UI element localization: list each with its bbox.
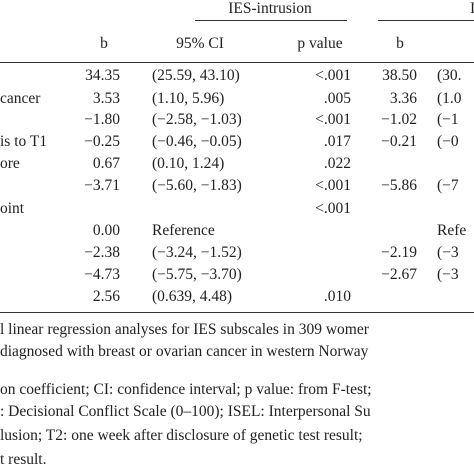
column-header: 95% CI (176, 35, 224, 52)
footnote-line: lusion; T2: one week after disclosure of… (0, 427, 363, 444)
header-rule (0, 62, 474, 63)
cell: −4.73 (84, 266, 120, 283)
footnote-line: l linear regression analyses for IES sub… (0, 321, 369, 338)
group-rule (195, 20, 347, 21)
cell: 0.00 (92, 222, 120, 239)
cell: −2.67 (381, 266, 417, 283)
cell: −3.71 (84, 177, 120, 194)
cell: 3.53 (92, 90, 120, 107)
cell: (−0.46, −0.05) (152, 133, 242, 150)
row-label: oint (0, 200, 25, 217)
cell: (30. (437, 67, 462, 84)
footnote-line: on coefficient; CI: confidence interval;… (0, 381, 372, 398)
cell: .010 (323, 288, 351, 305)
cell: (1.10, 5.96) (152, 90, 225, 107)
cell: 3.36 (389, 90, 417, 107)
cell: (0.10, 1.24) (152, 155, 225, 172)
cell: (−2.58, −1.03) (152, 111, 242, 128)
row-label: ore (0, 155, 20, 172)
group-header: IES (470, 0, 474, 17)
cell: (25.59, 43.10) (152, 67, 240, 84)
cell: 2.56 (92, 288, 120, 305)
cell: 38.50 (382, 67, 417, 84)
cell: .005 (323, 90, 351, 107)
cell: (−3 (437, 266, 459, 283)
cell: 0.67 (92, 155, 120, 172)
cell: 34.35 (85, 67, 120, 84)
cell: .017 (323, 133, 351, 150)
cell: (−3 (437, 244, 459, 261)
cell: −2.19 (381, 244, 417, 261)
row-label: cancer (0, 90, 41, 107)
cell: (−3.24, −1.52) (152, 244, 242, 261)
cell: (−5.75, −3.70) (152, 266, 242, 283)
cell: −5.86 (381, 177, 417, 194)
bottom-rule (0, 312, 474, 313)
column-header: b (100, 35, 108, 52)
cell: −2.38 (84, 244, 120, 261)
cell: .022 (323, 155, 351, 172)
cell: Reference (152, 222, 215, 239)
cell: (−7 (437, 177, 459, 194)
row-label: is to T1 (0, 133, 48, 150)
cell: −0.21 (381, 133, 417, 150)
cell: <.001 (315, 111, 351, 128)
column-header: p value (297, 35, 343, 52)
cell: <.001 (315, 177, 351, 194)
cell: <.001 (315, 200, 351, 217)
group-header: IES-intrusion (228, 0, 312, 17)
footnote-line: : Decisional Conflict Scale (0–100); ISE… (0, 403, 371, 420)
cell: (1.0 (437, 90, 462, 107)
cell: (−5.60, −1.83) (152, 177, 242, 194)
cell: (0.639, 4.48) (152, 288, 233, 305)
cell: <.001 (315, 67, 351, 84)
cell: −1.02 (381, 111, 417, 128)
footnote-line: t result. (0, 451, 47, 468)
cell: −0.25 (84, 133, 120, 150)
group-rule (378, 20, 474, 21)
footnote-line: diagnosed with breast or ovarian cancer … (0, 343, 369, 360)
cell: −1.80 (84, 111, 120, 128)
cell: (−1 (437, 111, 459, 128)
cell: Refe (437, 222, 467, 239)
column-header: b (396, 35, 404, 52)
cell: (−0 (437, 133, 459, 150)
